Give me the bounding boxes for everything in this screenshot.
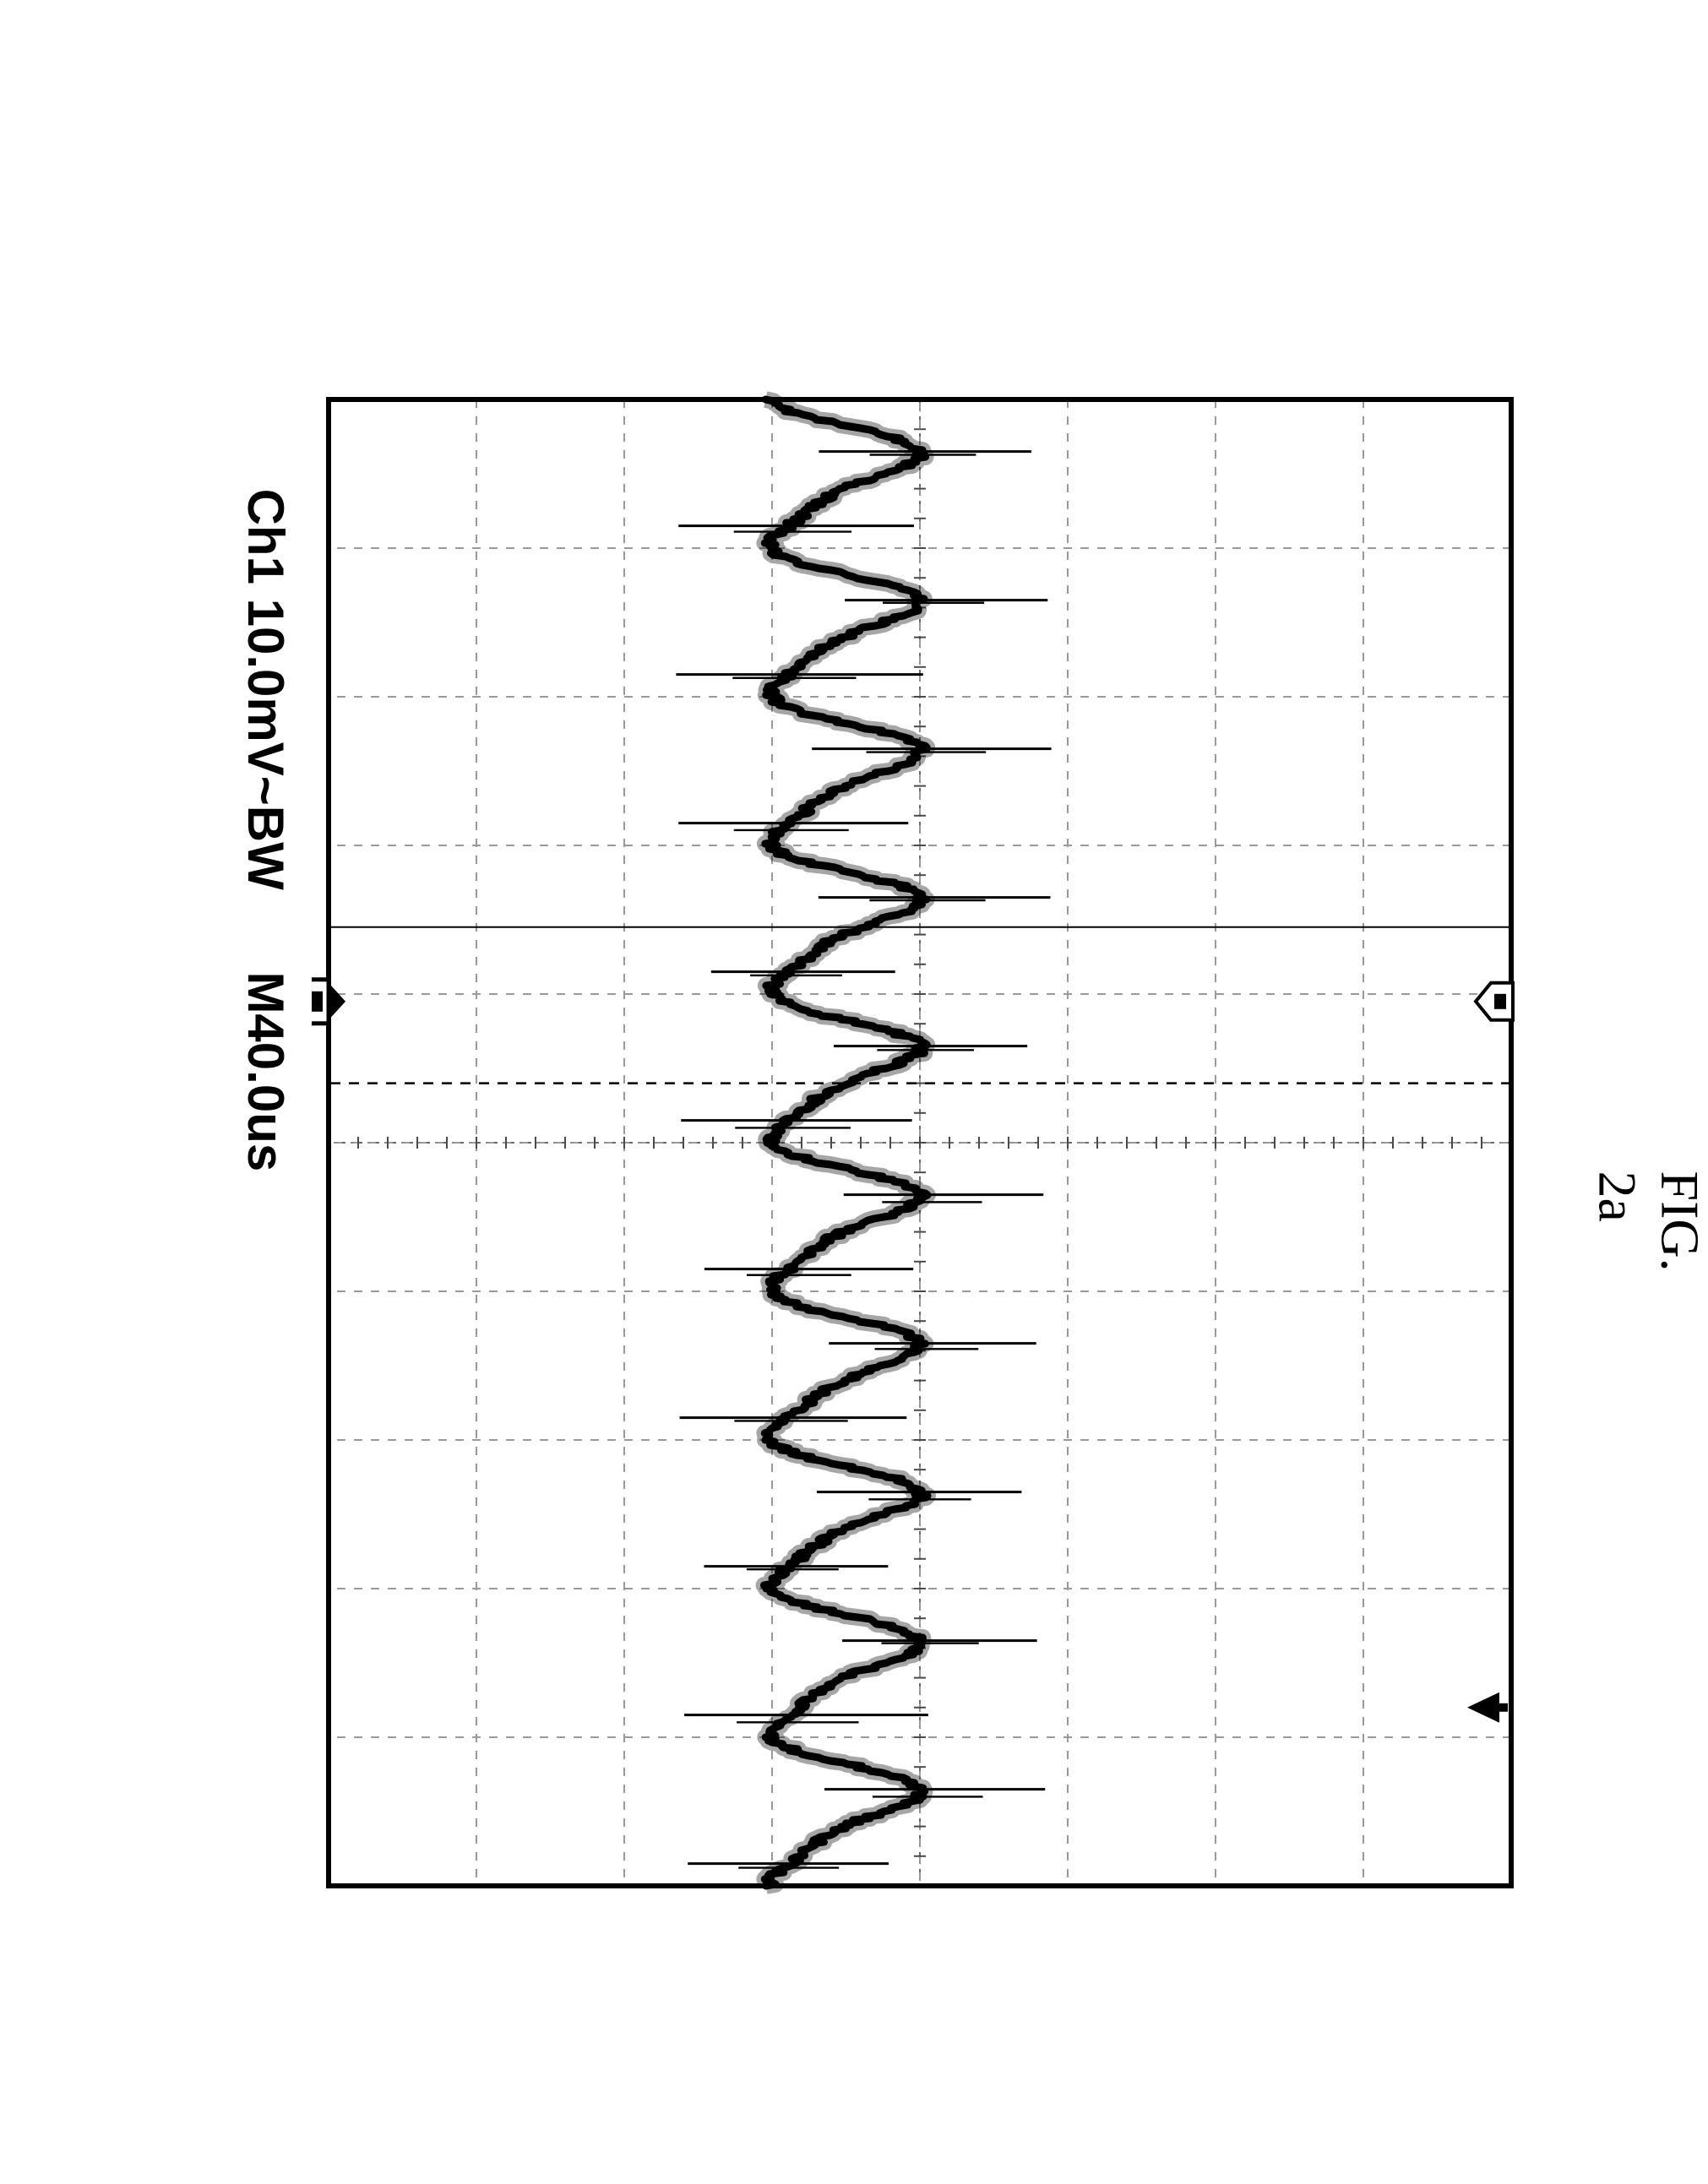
timebase-label: M40.0us — [237, 971, 294, 1171]
figure-container: Ch1 10.0mV~BW M40.0us FIG. 2a — [0, 0, 1708, 2184]
oscilloscope-screenshot: Ch1 10.0mV~BW M40.0us — [180, 383, 1528, 1903]
channel-scale-label: Ch1 10.0mV~BW — [237, 489, 294, 890]
scope-plot-svg — [312, 383, 1528, 1903]
scope-axis-labels: Ch1 10.0mV~BW M40.0us — [237, 489, 295, 1172]
figure-caption: FIG. 2a — [1586, 1171, 1708, 1290]
